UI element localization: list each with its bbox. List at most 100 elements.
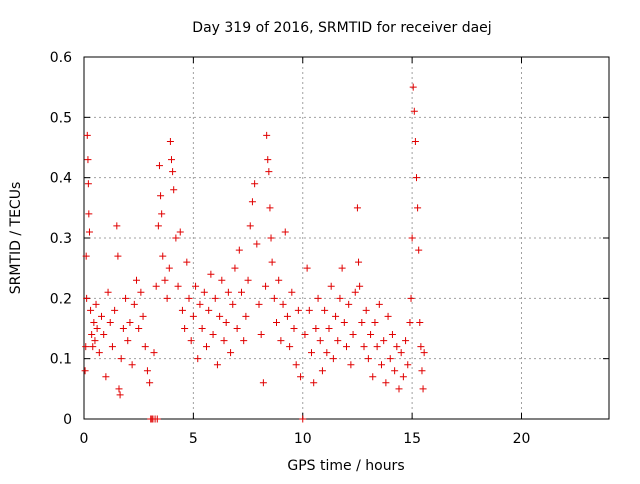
data-point bbox=[263, 131, 271, 139]
data-point bbox=[194, 355, 202, 363]
data-point bbox=[153, 415, 161, 423]
data-point bbox=[407, 294, 415, 302]
data-point bbox=[83, 294, 91, 302]
data-point bbox=[329, 355, 337, 363]
data-point bbox=[265, 168, 273, 176]
data-point bbox=[84, 156, 92, 164]
data-point bbox=[158, 210, 166, 218]
data-point bbox=[259, 379, 267, 387]
data-point bbox=[301, 331, 309, 339]
data-point bbox=[165, 264, 173, 272]
data-point bbox=[310, 379, 318, 387]
data-point bbox=[340, 318, 348, 326]
data-point bbox=[209, 331, 217, 339]
data-point bbox=[397, 349, 405, 357]
data-point bbox=[135, 325, 143, 332]
data-point bbox=[356, 282, 364, 290]
data-point bbox=[89, 343, 97, 351]
x-axis-label: GPS time / hours bbox=[287, 458, 404, 474]
data-point bbox=[312, 325, 320, 332]
data-point bbox=[83, 131, 91, 139]
data-point bbox=[95, 349, 103, 357]
data-point bbox=[321, 306, 329, 314]
data-point bbox=[373, 343, 381, 351]
data-point bbox=[211, 294, 219, 302]
data-point bbox=[82, 252, 90, 260]
data-point bbox=[231, 264, 239, 272]
data-point bbox=[133, 276, 140, 284]
y-axis-label: SRMTID / TECUs bbox=[8, 182, 24, 295]
data-point bbox=[154, 222, 162, 230]
data-point bbox=[411, 137, 419, 145]
data-point bbox=[224, 288, 232, 296]
data-point bbox=[90, 318, 98, 326]
x-tick-label: 15 bbox=[403, 431, 421, 447]
data-point bbox=[114, 252, 122, 260]
data-point bbox=[362, 306, 370, 314]
data-point bbox=[294, 306, 302, 314]
data-point bbox=[308, 349, 315, 357]
y-tick-label: 0.1 bbox=[50, 352, 72, 368]
data-point bbox=[413, 174, 420, 182]
data-point bbox=[279, 300, 287, 308]
data-point bbox=[88, 331, 96, 339]
data-point bbox=[327, 282, 335, 290]
data-point bbox=[248, 198, 256, 206]
data-point bbox=[185, 294, 193, 302]
data-point bbox=[181, 325, 189, 332]
data-point bbox=[332, 312, 340, 320]
data-point bbox=[152, 282, 160, 290]
data-point bbox=[253, 240, 261, 248]
data-point bbox=[178, 306, 186, 314]
y-tick-label: 0.5 bbox=[50, 110, 72, 126]
data-point bbox=[104, 288, 112, 296]
data-point bbox=[314, 294, 322, 302]
y-tick-label: 0.4 bbox=[50, 171, 72, 187]
data-point bbox=[198, 325, 206, 332]
data-point bbox=[420, 349, 428, 357]
data-point bbox=[235, 246, 243, 254]
data-point bbox=[395, 385, 403, 393]
data-point bbox=[163, 294, 171, 302]
data-point bbox=[146, 379, 154, 387]
data-point bbox=[84, 180, 92, 188]
data-point bbox=[183, 258, 191, 266]
data-point bbox=[192, 282, 200, 290]
data-point bbox=[174, 282, 182, 290]
data-point bbox=[418, 367, 426, 375]
data-point bbox=[143, 367, 151, 375]
data-point bbox=[297, 373, 305, 381]
data-point bbox=[355, 258, 363, 266]
data-point bbox=[203, 343, 210, 351]
data-point bbox=[334, 337, 342, 345]
data-point bbox=[172, 234, 180, 242]
data-point bbox=[277, 337, 285, 345]
data-point bbox=[378, 361, 385, 369]
data-point bbox=[150, 349, 158, 357]
y-tick-label: 0 bbox=[63, 412, 72, 428]
data-point bbox=[409, 83, 417, 91]
data-point bbox=[255, 300, 263, 308]
data-point bbox=[323, 349, 331, 357]
data-point bbox=[286, 343, 294, 351]
data-point bbox=[358, 318, 366, 326]
data-point bbox=[218, 276, 226, 284]
data-point bbox=[244, 276, 252, 284]
data-point bbox=[170, 186, 178, 194]
data-point bbox=[220, 337, 228, 345]
data-point bbox=[416, 318, 424, 326]
data-point bbox=[303, 264, 311, 272]
data-point bbox=[189, 312, 197, 320]
data-point bbox=[100, 331, 108, 339]
data-point bbox=[166, 137, 174, 145]
data-point bbox=[251, 180, 259, 188]
data-point bbox=[130, 300, 138, 308]
data-point bbox=[111, 306, 119, 314]
data-point bbox=[139, 312, 147, 320]
data-point bbox=[222, 318, 230, 326]
data-point bbox=[343, 343, 350, 351]
data-point bbox=[305, 306, 313, 314]
data-point bbox=[414, 204, 422, 212]
data-point bbox=[207, 270, 215, 278]
axis-ticks: 0 5 10 15 20 0 0.1 0.2 0.3 0.4 0.5 0.6 bbox=[50, 50, 609, 447]
